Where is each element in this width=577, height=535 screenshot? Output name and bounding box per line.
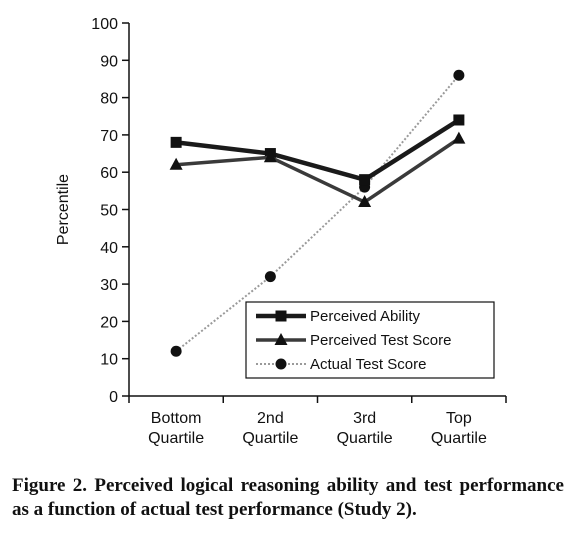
- y-tick-label: 90: [100, 53, 118, 70]
- x-tick-label-line: Bottom: [151, 410, 202, 427]
- triangle-marker: [169, 157, 183, 170]
- legend-label: Actual Test Score: [310, 356, 426, 373]
- line-chart: 0 10 20 30 40 50 60 70 80 90 100 Bottom Quartile 2nd Q…: [55, 16, 507, 447]
- y-tick-label: 80: [100, 91, 118, 108]
- square-marker: [359, 174, 371, 186]
- triangle-marker: [263, 150, 277, 163]
- square-marker: [170, 136, 182, 148]
- series-perceived-test-score: [169, 131, 466, 208]
- circle-marker: [275, 358, 287, 370]
- x-tick-label: 3rd Quartile: [337, 410, 393, 447]
- y-tick-label: 40: [100, 240, 118, 257]
- triangle-marker: [452, 131, 466, 144]
- y-tick-label: 50: [100, 203, 118, 220]
- series-line: [175, 118, 461, 183]
- square-marker: [275, 310, 287, 322]
- legend-item: Perceived Ability: [256, 308, 421, 325]
- legend-label: Perceived Ability: [310, 308, 421, 325]
- circle-marker: [453, 69, 465, 81]
- x-tick-label: 2nd Quartile: [242, 410, 298, 447]
- legend-label: Perceived Test Score: [310, 332, 451, 349]
- x-tick-label-line: 3rd: [353, 410, 376, 427]
- y-tick-label: 20: [100, 314, 118, 331]
- x-tick-label: Top Quartile: [431, 410, 487, 447]
- series-perceived-ability: [170, 114, 465, 186]
- y-axis-label: Percentile: [55, 174, 72, 245]
- series-line: [175, 74, 460, 353]
- x-tick-label-line: Quartile: [431, 430, 487, 447]
- y-tick-label: 0: [109, 389, 118, 406]
- x-tick-label-line: Top: [446, 410, 472, 427]
- x-tick-label: Bottom Quartile: [148, 410, 204, 447]
- series-line: [175, 137, 460, 205]
- y-tick-label: 100: [91, 16, 118, 33]
- square-marker: [453, 114, 465, 126]
- y-tick-label: 30: [100, 277, 118, 294]
- y-tick-label: 60: [100, 165, 118, 182]
- x-tick-label-line: Quartile: [242, 430, 298, 447]
- x-tick-label-line: Quartile: [337, 430, 393, 447]
- x-tick-label-line: Quartile: [148, 430, 204, 447]
- series-layer: [169, 69, 466, 357]
- circle-marker: [264, 271, 276, 283]
- y-tick-label: 70: [100, 128, 118, 145]
- triangle-marker: [358, 195, 372, 208]
- y-tick-label: 10: [100, 352, 118, 369]
- legend-item: Actual Test Score: [256, 356, 426, 373]
- legend: Perceived Ability Perceived Test Score Act…: [245, 301, 495, 379]
- legend-item: Perceived Test Score: [256, 332, 451, 349]
- figure-caption: Figure 2. Perceived logical reasoning ab…: [12, 475, 564, 520]
- axes: 0 10 20 30 40 50 60 70 80 90 100 Bottom Quartile 2nd Q…: [55, 16, 507, 447]
- circle-marker: [170, 345, 182, 357]
- x-tick-label-line: 2nd: [257, 410, 284, 427]
- triangle-marker: [274, 333, 288, 345]
